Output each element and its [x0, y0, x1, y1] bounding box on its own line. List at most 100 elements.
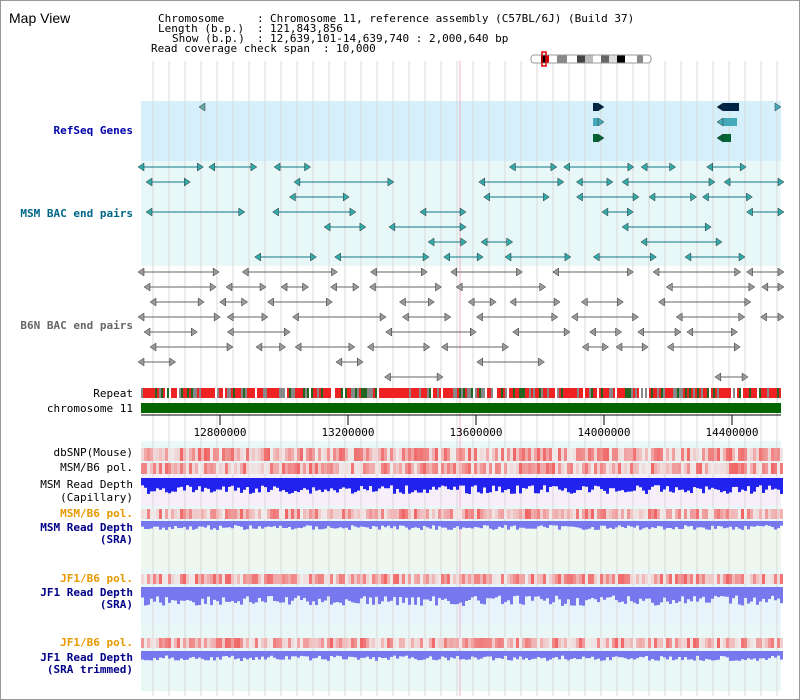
msm-depth-cap-bar [315, 478, 318, 491]
gene-arrow [606, 177, 614, 187]
msm-b6-pol-sra-cell [159, 509, 162, 519]
jf1-depth-trim-bar [453, 651, 456, 659]
jf1-b6-pol-cell [651, 574, 654, 584]
msm-depth-cap-bar [597, 478, 600, 487]
msm-b6-pol-cell [294, 463, 297, 474]
msm-depth-cap-bar [600, 478, 603, 490]
msm-depth-sra-bar [150, 521, 153, 529]
msm-b6-pol-sra-cell [516, 509, 519, 519]
jf1-b6-pol-cell [159, 574, 162, 584]
jf1-b6-pol-trim-cell [615, 638, 618, 648]
jf1-depth-sra-bar [573, 587, 576, 606]
jf1-b6-pol-cell [534, 574, 537, 584]
jf1-b6-pol-trim-cell [330, 638, 333, 648]
dbsnp-heat-cell [570, 448, 573, 461]
jf1-depth-sra-bar [309, 587, 312, 605]
jf1-b6-pol-cell [324, 574, 327, 584]
msm-depth-cap-bar [528, 478, 531, 487]
msm-b6-pol-cell [372, 463, 375, 474]
repeat-segment [739, 388, 741, 398]
repeat-segment [531, 388, 533, 398]
repeat-segment [317, 388, 319, 398]
jf1-b6-pol-cell [150, 574, 153, 584]
msm-depth-sra-bar [210, 521, 213, 530]
jf1-depth-sra-bar [693, 587, 696, 597]
jf1-b6-pol-cell [258, 574, 261, 584]
repeat-segment [161, 388, 163, 398]
dbsnp-heat-cell [294, 448, 297, 461]
gene-arrow [198, 102, 206, 112]
msm-b6-pol-cell [168, 463, 171, 474]
repeat-segment [357, 388, 359, 398]
msm-b6-pol-sra-cell [456, 509, 459, 519]
msm-depth-cap-bar [240, 478, 243, 493]
msm-b6-pol-cell [666, 463, 669, 474]
jf1-b6-pol-cell [480, 574, 483, 584]
b6n-bac-label[interactable]: B6N BAC end pairs [20, 319, 133, 332]
msm-depth-cap-bar [666, 478, 669, 487]
jf1-depth-sra-bar [723, 587, 726, 597]
msm-b6-pol-cell [654, 463, 657, 474]
jf1-b6-pol-trim-cell [171, 638, 174, 648]
msm-b6-pol-cell [624, 463, 627, 474]
msm-depth-sra-bar [564, 521, 567, 527]
msm-depth-sra-bar [231, 521, 234, 529]
msm-b6-pol-sra-cell [672, 509, 675, 519]
msm-b6-pol-cell [258, 463, 261, 474]
msm-b6-pol-cell [462, 463, 465, 474]
msm-b6-pol-cell [423, 463, 426, 474]
jf1-b6-pol-cell [573, 574, 576, 584]
jf1-depth-sra-bar [366, 587, 369, 604]
jf1-depth-sra-bar [441, 587, 444, 600]
msm-b6-pol-cell [576, 463, 579, 474]
dbsnp-heat-cell [204, 448, 207, 461]
gene-arrow [255, 342, 263, 352]
msm-depth-sra-bar [222, 521, 225, 528]
repeat-segment [403, 388, 405, 398]
repeat-segment [373, 388, 375, 398]
gene-arrow [601, 207, 609, 217]
jf1-depth-sra-bar [513, 587, 516, 597]
dbsnp-heat-cell [318, 448, 321, 461]
msm-b6-pol-cell [408, 463, 411, 474]
refseq-genes-label[interactable]: RefSeq Genes [53, 124, 133, 137]
dbsnp-heat-cell [774, 448, 777, 461]
jf1-depth-trim-bar [582, 651, 585, 657]
msm-b6-pol-sra-cell [285, 509, 288, 519]
jf1-depth-trim-bar [426, 651, 429, 659]
msm-b6-pol-sra-cell [357, 509, 360, 519]
msm-b6-pol-cell [222, 463, 225, 474]
gene-arrow [470, 327, 477, 337]
jf1-b6-pol-trim-cell [729, 638, 732, 648]
msm-b6-pol-sra-cell [195, 509, 198, 519]
msm-depth-sra-bar [594, 521, 597, 530]
jf1-b6-pol-cell [462, 574, 465, 584]
msm-depth-sra-bar [303, 521, 306, 527]
jf1-b6-pol-trim-cell [612, 638, 615, 648]
jf1-depth-sra-bar [390, 587, 393, 601]
repeat-segment [513, 388, 515, 398]
jf1-depth-trim-bar [147, 651, 150, 661]
msm-b6-pol-sra-cell [390, 509, 393, 519]
dbsnp-heat-cell [663, 448, 666, 461]
msm-b6-pol-cell [738, 463, 741, 474]
dbsnp-heat-cell [216, 448, 219, 461]
jf1-depth-sra-bar [504, 587, 507, 603]
msm-b6-pol-sra-cell [771, 509, 774, 519]
gene-arrow [658, 297, 665, 307]
repeat-segment [479, 388, 481, 398]
gene-arrow [746, 267, 753, 277]
msm-depth-sra-bar [363, 521, 366, 528]
repeat-segment [755, 388, 757, 398]
msm-b6-pol-cell [564, 463, 567, 474]
msm-depth-cap-bar [216, 478, 219, 490]
msm-depth-cap-bar [453, 478, 456, 487]
jf1-b6-pol-trim-cell [768, 638, 771, 648]
axis-tick-label: 13600000 [449, 426, 503, 439]
jf1-depth-trim-bar [216, 651, 219, 658]
repeat-segment [563, 388, 565, 398]
gene-arrow [489, 297, 497, 307]
msm-bac-label[interactable]: MSM BAC end pairs [20, 207, 133, 220]
